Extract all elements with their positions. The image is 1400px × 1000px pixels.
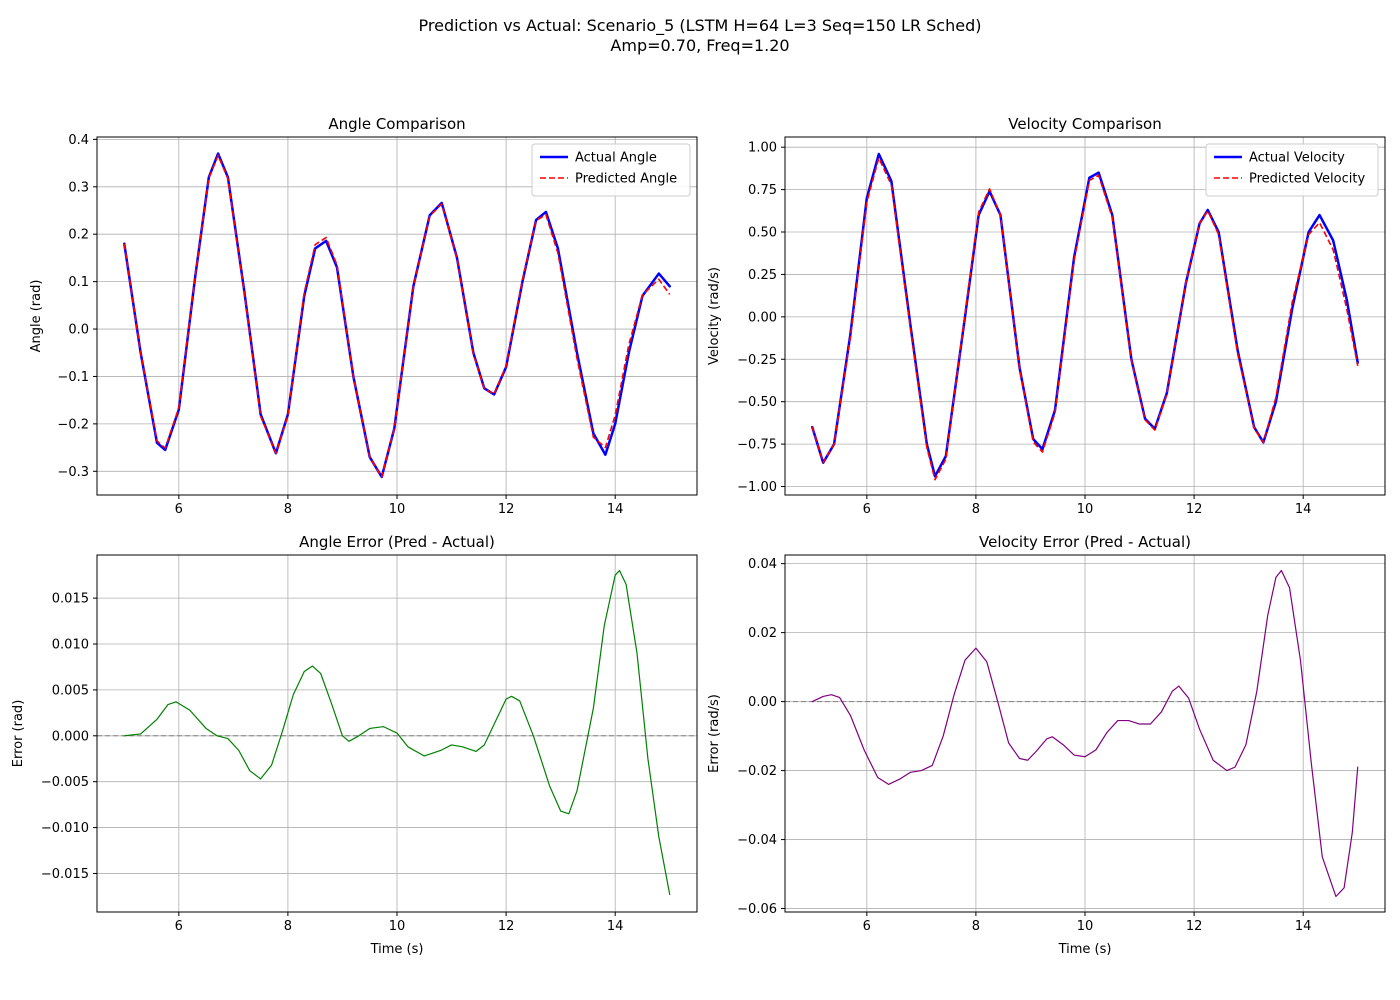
velocity-legend-label: Actual Velocity — [1249, 151, 1345, 166]
velocity-ytick-label: −0.50 — [737, 395, 777, 410]
angle-error-ytick-label: −0.015 — [41, 867, 89, 882]
velocity-error-series-line-0 — [811, 569, 1359, 898]
angle-y-axis-label: Angle (rad) — [29, 280, 44, 353]
velocity-error-xtick-label: 14 — [1295, 919, 1312, 934]
angle-error-y-axis-label: Error (rad) — [11, 700, 26, 768]
angle-error-ytick-label: −0.005 — [41, 775, 89, 790]
velocity-error-ytick-label: 0.02 — [748, 626, 777, 641]
angle-error-xtick-label: 14 — [607, 919, 624, 934]
figure-title-line-2: Amp=0.70, Freq=1.20 — [610, 36, 790, 55]
velocity-legend-box — [1205, 143, 1379, 197]
angle-error-x-axis-label: Time (s) — [370, 942, 424, 957]
velocity-error-ytick-label: 0.00 — [748, 695, 777, 710]
angle-error-ytick-label: 0.015 — [52, 592, 89, 607]
angle-xtick-label: 12 — [498, 502, 515, 517]
angle-xtick-label: 14 — [607, 502, 624, 517]
velocity-error-ytick-label: −0.04 — [737, 833, 777, 848]
angle-xtick-label: 8 — [284, 502, 292, 517]
velocity-ytick-label: −1.00 — [737, 480, 777, 495]
angle-ytick-label: 0.0 — [68, 323, 89, 338]
angle-legend: Actual Angle Predicted Angle — [531, 143, 691, 197]
velocity-xtick-label: 14 — [1295, 502, 1312, 517]
velocity-error-xtick-label: 12 — [1186, 919, 1203, 934]
velocity-error-xtick-label: 8 — [972, 919, 980, 934]
angle-ytick-label: −0.3 — [57, 465, 89, 480]
velocity-error-xtick-label: 6 — [863, 919, 871, 934]
angle-ytick-label: −0.2 — [57, 417, 89, 432]
velocity-ytick-label: 0.75 — [748, 183, 777, 198]
angle-ytick-label: −0.1 — [57, 370, 89, 385]
angle-error-xtick-label: 8 — [284, 919, 292, 934]
velocity-ytick-label: 0.25 — [748, 268, 777, 283]
angle-legend-box — [531, 143, 691, 197]
angle-error-ytick-label: 0.005 — [52, 683, 89, 698]
angle-xtick-label: 6 — [175, 502, 183, 517]
angle-error-xtick-label: 12 — [498, 919, 515, 934]
velocity-y-axis-label: Velocity (rad/s) — [707, 267, 722, 365]
angle-xtick-label: 10 — [389, 502, 406, 517]
angle-error-ytick-label: 0.000 — [52, 729, 89, 744]
velocity-ytick-label: −0.75 — [737, 438, 777, 453]
angle-ytick-label: 0.4 — [68, 133, 89, 148]
angle-ytick-label: 0.1 — [68, 275, 89, 290]
velocity-error-ytick-label: −0.06 — [737, 902, 777, 917]
angle-legend-label: Actual Angle — [575, 151, 657, 166]
angle-ytick-label: 0.3 — [68, 180, 89, 195]
angle-ytick-label: 0.2 — [68, 228, 89, 243]
angle-error-xtick-label: 10 — [389, 919, 406, 934]
angle-error-ytick-label: 0.010 — [52, 638, 89, 653]
velocity-ytick-label: 1.00 — [748, 141, 777, 156]
angle-error-ytick-label: −0.010 — [41, 821, 89, 836]
velocity-xtick-label: 12 — [1186, 502, 1203, 517]
velocity-error-ytick-label: 0.04 — [748, 557, 777, 572]
velocity-series-line-1 — [811, 157, 1359, 481]
velocity-ytick-label: 0.50 — [748, 226, 777, 241]
velocity-ytick-label: 0.00 — [748, 310, 777, 325]
angle-legend-label: Predicted Angle — [575, 172, 677, 187]
velocity-error-x-axis-label: Time (s) — [1058, 942, 1112, 957]
velocity-error-ytick-label: −0.02 — [737, 764, 777, 779]
velocity-ytick-label: −0.25 — [737, 353, 777, 368]
angle-error-chart-title: Angle Error (Pred - Actual) — [299, 533, 495, 551]
figure-title-line-1: Prediction vs Actual: Scenario_5 (LSTM H… — [418, 16, 982, 35]
velocity-chart-title: Velocity Comparison — [1008, 115, 1161, 133]
velocity-error-y-axis-label: Error (rad/s) — [707, 694, 722, 773]
angle-grid — [97, 137, 697, 495]
velocity-error-grid — [785, 555, 1385, 912]
angle-series-line-1 — [123, 154, 671, 478]
velocity-xtick-label: 10 — [1077, 502, 1094, 517]
velocity-error-xtick-label: 10 — [1077, 919, 1094, 934]
angle-error-xtick-label: 6 — [175, 919, 183, 934]
velocity-xtick-label: 6 — [863, 502, 871, 517]
velocity-error-chart-title: Velocity Error (Pred - Actual) — [979, 533, 1191, 551]
velocity-legend: Actual Velocity Predicted Velocity — [1205, 143, 1379, 197]
angle-error-series-line-0 — [123, 570, 671, 896]
angle-chart-title: Angle Comparison — [328, 115, 465, 133]
velocity-xtick-label: 8 — [972, 502, 980, 517]
velocity-legend-label: Predicted Velocity — [1249, 172, 1365, 187]
